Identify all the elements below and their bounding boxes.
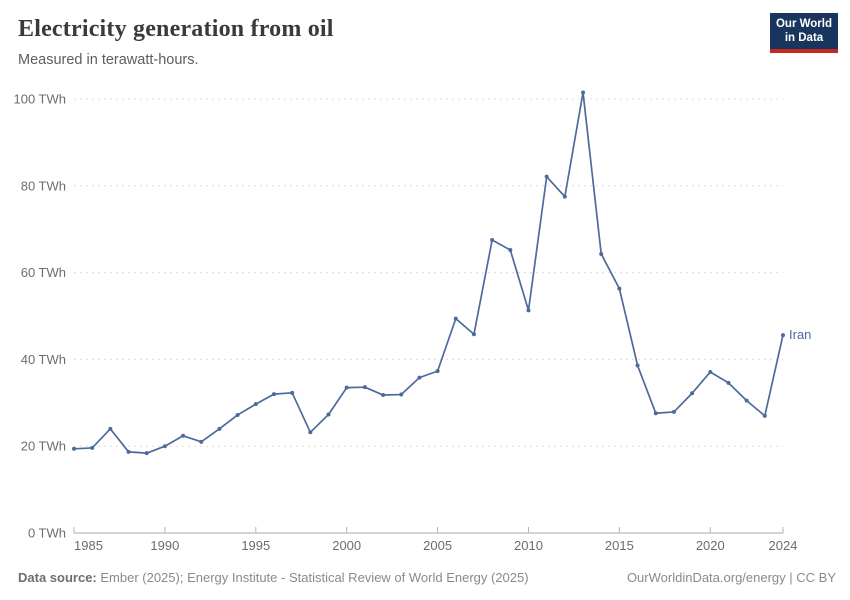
data-point[interactable]: [671, 409, 676, 414]
data-point[interactable]: [90, 445, 95, 450]
data-point[interactable]: [435, 369, 440, 374]
x-tick-label: 2000: [332, 538, 361, 553]
data-point[interactable]: [617, 286, 622, 291]
owid-logo-line2: in Data: [784, 32, 824, 44]
page-title: Electricity generation from oil: [18, 16, 334, 42]
chart-footer: Data source: Ember (2025); Energy Instit…: [18, 570, 836, 585]
data-point[interactable]: [162, 444, 167, 449]
owid-logo[interactable]: Our World in Data: [770, 13, 838, 53]
data-source-label: Data source:: [18, 570, 97, 585]
data-point[interactable]: [181, 433, 186, 438]
data-point[interactable]: [144, 451, 149, 456]
data-point[interactable]: [199, 439, 204, 444]
data-point[interactable]: [708, 369, 713, 374]
y-tick-label: 100 TWh: [13, 92, 66, 107]
data-point[interactable]: [653, 411, 658, 416]
data-point[interactable]: [271, 392, 276, 397]
y-tick-label: 60 TWh: [21, 265, 66, 280]
x-tick-label: 1990: [150, 538, 179, 553]
x-tick-label: 1985: [74, 538, 103, 553]
line-chart[interactable]: 0 TWh 20 TWh 40 TWh 60 TWh 80 TWh 100 TWh 1985…: [0, 0, 850, 560]
x-tick-label: 2020: [696, 538, 725, 553]
data-point[interactable]: [290, 390, 295, 395]
y-tick-label: 0 TWh: [28, 526, 66, 541]
data-point[interactable]: [599, 251, 604, 256]
data-point[interactable]: [326, 412, 331, 417]
footer-license-link[interactable]: OurWorldinData.org/energy | CC BY: [626, 570, 836, 585]
data-point[interactable]: [453, 316, 458, 321]
data-point[interactable]: [562, 194, 567, 199]
x-tick-label: 1995: [241, 538, 270, 553]
y-tick-label: 40 TWh: [21, 352, 66, 367]
data-point[interactable]: [108, 426, 113, 431]
data-point[interactable]: [253, 402, 258, 407]
data-source: Data source: Ember (2025); Energy Instit…: [18, 570, 529, 585]
data-point[interactable]: [217, 426, 222, 431]
data-point[interactable]: [726, 380, 731, 385]
y-tick-label: 80 TWh: [21, 178, 66, 193]
data-point[interactable]: [235, 412, 240, 417]
x-tick-label: 2024: [769, 538, 798, 553]
data-point[interactable]: [126, 449, 131, 454]
data-point[interactable]: [508, 248, 513, 253]
data-point[interactable]: [490, 238, 495, 243]
owid-logo-line1: Our World: [775, 17, 832, 30]
x-tick-label: 2005: [423, 538, 452, 553]
series-label: Iran: [789, 327, 811, 342]
data-point[interactable]: [781, 333, 785, 338]
y-tick-label: 20 TWh: [21, 439, 66, 454]
data-point[interactable]: [690, 391, 695, 396]
x-tick-label: 2010: [514, 538, 543, 553]
data-point[interactable]: [526, 308, 531, 313]
data-point[interactable]: [308, 430, 313, 435]
data-point[interactable]: [417, 375, 422, 380]
data-point[interactable]: [744, 398, 749, 403]
data-point[interactable]: [471, 332, 476, 337]
data-point[interactable]: [581, 90, 586, 95]
page-subtitle: Measured in terawatt-hours.: [18, 52, 199, 68]
data-point[interactable]: [381, 392, 386, 397]
data-point[interactable]: [344, 385, 349, 390]
data-source-text: Ember (2025); Energy Institute - Statist…: [96, 570, 529, 585]
data-point[interactable]: [635, 363, 640, 368]
data-point[interactable]: [762, 413, 767, 418]
data-point[interactable]: [544, 174, 549, 179]
data-point[interactable]: [72, 446, 76, 451]
x-tick-label: 2015: [605, 538, 634, 553]
data-point[interactable]: [362, 385, 367, 390]
data-point[interactable]: [399, 392, 404, 397]
data-line: [73, 91, 784, 454]
